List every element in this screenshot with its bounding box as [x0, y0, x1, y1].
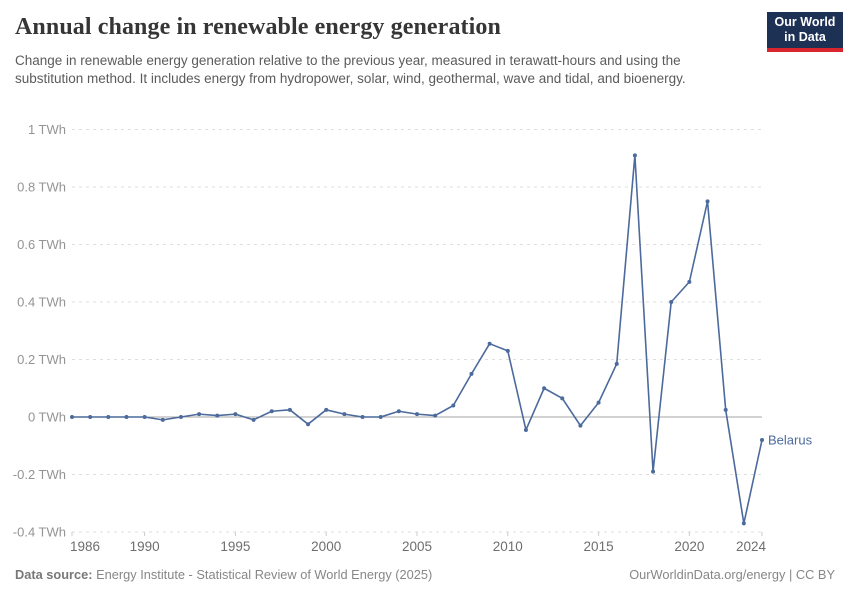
- data-point: [396, 409, 401, 414]
- data-point: [197, 412, 202, 417]
- data-point: [760, 438, 764, 442]
- page-title: Annual change in renewable energy genera…: [15, 14, 501, 40]
- owid-logo[interactable]: Our World in Data: [767, 12, 843, 52]
- data-point: [741, 521, 746, 526]
- x-axis-tick-label: 1990: [130, 539, 160, 554]
- data-line: [72, 154, 763, 525]
- data-point: [723, 407, 728, 412]
- data-point: [487, 341, 492, 346]
- data-point: [342, 412, 347, 417]
- data-point: [70, 415, 74, 419]
- data-point: [578, 423, 583, 428]
- data-point: [469, 371, 474, 376]
- data-point: [306, 422, 311, 427]
- data-point: [106, 415, 111, 419]
- data-point: [433, 413, 438, 418]
- x-axis-tick-label: 2020: [674, 539, 704, 554]
- y-axis-tick-label: 0.2 TWh: [17, 352, 66, 367]
- data-point: [360, 415, 365, 419]
- data-point: [251, 417, 256, 422]
- x-axis-tick-label: 2005: [402, 539, 432, 554]
- data-point: [505, 348, 510, 353]
- data-point: [378, 415, 383, 419]
- line-chart: 1 TWh 0.8 TWh 0.6 TWh 0.4 TWh 0.2 TWh 0 TWh -0…: [13, 122, 813, 554]
- data-point: [542, 386, 547, 391]
- x-axis-tick-label: 1986: [70, 539, 100, 554]
- data-point: [88, 415, 93, 419]
- chart-footer: Data source: Energy Institute - Statisti…: [0, 567, 850, 582]
- y-axis-tick-label: 0 TWh: [28, 410, 66, 425]
- data-point: [651, 469, 656, 474]
- data-point: [415, 412, 419, 417]
- data-point: [669, 300, 674, 304]
- owid-logo-line2: in Data: [784, 30, 826, 44]
- x-axis-tick-label: 2000: [311, 539, 341, 554]
- chart-subtitle: Change in renewable energy generation re…: [15, 53, 686, 86]
- data-point: [523, 427, 528, 432]
- y-axis-tick-label: 0.6 TWh: [17, 237, 66, 252]
- data-point: [269, 409, 274, 414]
- data-source-label: Data source:: [15, 567, 93, 582]
- data-point: [632, 153, 637, 158]
- x-axis-tick-label: 2024: [736, 539, 767, 554]
- data-point: [614, 361, 619, 366]
- data-source-text: Energy Institute - Statistical Review of…: [92, 567, 433, 582]
- data-point: [687, 279, 692, 284]
- data-point: [324, 407, 329, 412]
- x-axis-tick-label: 1995: [220, 539, 250, 554]
- y-axis-tick-label: 1 TWh: [28, 122, 66, 137]
- data-point: [142, 415, 147, 419]
- credit-link[interactable]: OurWorldinData.org/energy | CC BY: [629, 567, 835, 582]
- data-point: [160, 417, 165, 422]
- data-point: [233, 412, 238, 417]
- owid-logo-line1: Our World: [774, 15, 836, 30]
- data-point: [596, 400, 601, 405]
- data-source: Data source: Energy Institute - Statisti…: [15, 567, 432, 582]
- data-point: [178, 415, 183, 419]
- y-axis-tick-label: 0.8 TWh: [17, 180, 66, 195]
- data-point: [215, 413, 220, 418]
- x-axis-tick-label: 2010: [493, 539, 523, 554]
- data-point: [287, 407, 292, 412]
- data-point: [705, 199, 710, 204]
- x-axis-tick-label: 2015: [584, 539, 614, 554]
- data-point: [124, 415, 129, 419]
- data-point: [560, 396, 565, 401]
- y-axis-tick-label: -0.2 TWh: [13, 467, 66, 482]
- y-axis-tick-label: -0.4 TWh: [13, 525, 66, 540]
- y-axis-tick-label: 0.4 TWh: [17, 295, 66, 310]
- data-point: [451, 403, 456, 408]
- series-end-label: Belarus: [768, 433, 813, 448]
